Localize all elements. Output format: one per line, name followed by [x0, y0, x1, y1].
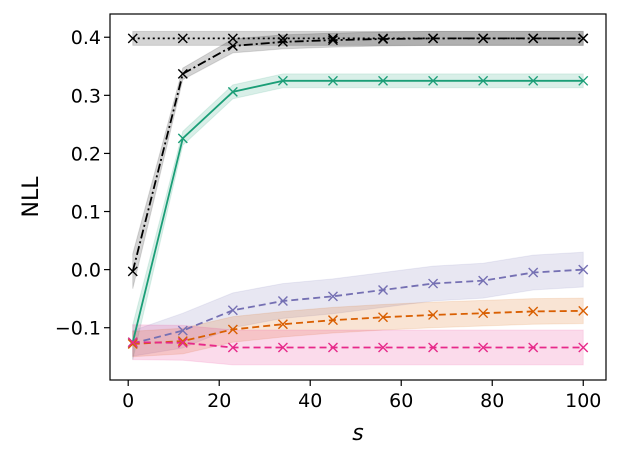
line-black-dashdot [131, 37, 584, 272]
y-tick-label: 0.2 [71, 143, 101, 165]
marker-pink-dashed [578, 342, 589, 353]
band-pink-dashed [132, 324, 584, 366]
x-tick-label: 80 [480, 390, 504, 412]
marker-orange-dashed [327, 315, 338, 326]
y-axis-label: NLL [19, 176, 44, 218]
marker-purple-dashed [227, 305, 238, 316]
x-axis-ticks: 0 20 40 60 80 100 [122, 380, 601, 412]
marker-black-dotted [327, 33, 338, 44]
marker-black-dashdot [528, 33, 539, 44]
line-green-solid [131, 79, 584, 343]
line-pink-dashed [132, 341, 584, 349]
marker-pink-dashed [528, 342, 539, 353]
marker-black-dotted [227, 33, 238, 44]
marker-purple-dashed [277, 295, 288, 306]
marker-pink-dashed [378, 342, 389, 353]
marker-green-solid [227, 86, 238, 97]
band-green-solid [132, 73, 584, 360]
marker-purple-dashed [528, 267, 539, 278]
x-tick-label: 20 [207, 390, 231, 412]
marker-black-dashdot [478, 33, 489, 44]
marker-black-dotted [127, 33, 138, 44]
marker-black-dashdot [177, 68, 188, 79]
marker-orange-dashed [378, 312, 389, 323]
marker-black-dotted [277, 33, 288, 44]
marker-green-solid [428, 75, 439, 86]
marker-purple-dashed [177, 325, 188, 336]
line-purple-dashed [132, 268, 584, 345]
marker-orange-dashed [277, 319, 288, 330]
x-tick-label: 0 [122, 390, 134, 412]
marker-purple-dashed [378, 284, 389, 295]
marker-pink-dashed [428, 342, 439, 353]
marker-pink-dashed [277, 342, 288, 353]
marker-green-solid [378, 75, 389, 86]
y-tick-label: 0.3 [71, 85, 101, 107]
y-tick-label: 0.4 [71, 27, 101, 49]
x-tick-label: 100 [565, 390, 601, 412]
marker-black-dashdot [127, 266, 138, 277]
band-purple-dashed [132, 251, 584, 357]
x-axis-label: s [352, 421, 363, 446]
marker-black-dashdot [578, 33, 589, 44]
marker-pink-dashed [127, 337, 138, 348]
marker-pink-dashed [478, 342, 489, 353]
band-black-dashdot [132, 30, 584, 289]
uncertainty-bands [132, 30, 584, 366]
marker-green-solid [277, 75, 288, 86]
y-tick-label: 0.0 [71, 260, 101, 282]
marker-pink-dashed [177, 337, 188, 348]
marker-orange-dashed [478, 308, 489, 319]
marker-green-solid [478, 75, 489, 86]
marker-pink-dashed [227, 342, 238, 353]
marker-orange-dashed [127, 338, 138, 349]
marker-orange-dashed [428, 309, 439, 320]
marker-green-solid [177, 133, 188, 144]
marker-purple-dashed [327, 291, 338, 302]
marker-orange-dashed [528, 306, 539, 317]
band-orange-dashed [132, 297, 584, 358]
x-tick-label: 60 [389, 390, 413, 412]
marker-purple-dashed [478, 275, 489, 286]
y-axis-ticks: −0.1 0.0 0.1 0.2 0.3 0.4 [55, 27, 110, 340]
marker-green-solid [528, 75, 539, 86]
line-orange-dashed [132, 309, 584, 345]
marker-orange-dashed [177, 336, 188, 347]
marker-orange-dashed [578, 305, 589, 316]
marker-black-dashdot [428, 33, 439, 44]
series-lines [131, 37, 584, 349]
series-markers [127, 33, 589, 353]
marker-black-dotted [177, 33, 188, 44]
marker-green-solid [327, 75, 338, 86]
marker-black-dashdot [277, 36, 288, 47]
marker-black-dashdot [378, 33, 389, 44]
y-tick-label: −0.1 [55, 318, 101, 340]
y-tick-label: 0.1 [71, 202, 101, 224]
plot-frame [109, 13, 607, 381]
marker-black-dashdot [327, 35, 338, 46]
marker-pink-dashed [327, 342, 338, 353]
marker-purple-dashed [578, 264, 589, 275]
marker-purple-dashed [428, 278, 439, 289]
marker-orange-dashed [227, 324, 238, 335]
marker-green-solid [578, 75, 589, 86]
x-tick-label: 40 [298, 390, 322, 412]
marker-black-dashdot [227, 40, 238, 51]
